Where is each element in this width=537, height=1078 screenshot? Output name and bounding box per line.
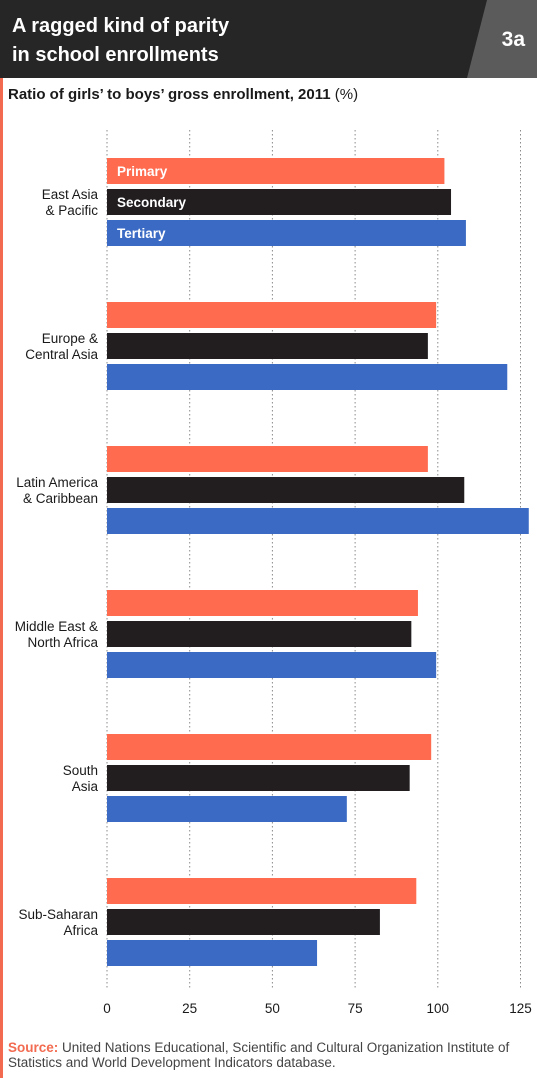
bar-tertiary xyxy=(107,940,318,966)
bar-tertiary xyxy=(107,508,529,534)
bar-primary xyxy=(107,590,418,616)
x-tick-label: 100 xyxy=(427,1001,450,1016)
source-text: United Nations Educational, Scientific a… xyxy=(8,1040,510,1070)
bar-chart: 0 25 50 75 100 125 East Asia & Pacific Primary Se… xyxy=(15,130,532,1016)
bar-primary xyxy=(107,302,437,328)
bar-secondary xyxy=(107,621,412,647)
header-bar: A ragged kind of parity in school enroll… xyxy=(0,0,537,78)
x-tick-label: 50 xyxy=(265,1001,280,1016)
bar-primary xyxy=(107,158,445,184)
chart-subtitle: Ratio of girls’ to boys’ gross enrollmen… xyxy=(8,86,358,103)
bar-secondary xyxy=(107,477,465,503)
bar-tertiary xyxy=(107,652,437,678)
subtitle-unit: (%) xyxy=(334,86,359,103)
legend-label-tertiary: Tertiary xyxy=(117,226,166,241)
bar-primary xyxy=(107,878,417,904)
x-tick-label: 75 xyxy=(348,1001,363,1016)
bar-secondary xyxy=(107,765,410,791)
legend-label-primary: Primary xyxy=(117,164,168,179)
category-label: East Asia & Pacific xyxy=(42,187,99,218)
category-label: Sub-Saharan Africa xyxy=(18,907,98,938)
chart-title: A ragged kind of parity in school enroll… xyxy=(12,15,230,66)
bar-secondary xyxy=(107,333,428,359)
source-note: Source: United Nations Educational, Scie… xyxy=(8,1040,533,1070)
x-tick-label: 0 xyxy=(103,1001,111,1016)
source-label: Source: xyxy=(8,1040,59,1055)
x-tick-label: 125 xyxy=(509,1001,532,1016)
category-label: Latin America & Caribbean xyxy=(16,475,98,506)
x-tick-label: 25 xyxy=(182,1001,197,1016)
category-label: Middle East & North Africa xyxy=(15,619,99,650)
figure-number: 3a xyxy=(501,28,525,51)
bar-secondary xyxy=(107,189,452,215)
category-label: South Asia xyxy=(63,763,99,794)
subtitle-text: Ratio of girls’ to boys’ gross enrollmen… xyxy=(8,86,331,103)
legend-label-secondary: Secondary xyxy=(117,195,187,210)
bar-tertiary xyxy=(107,220,466,246)
bar-primary xyxy=(107,734,432,760)
bar-secondary xyxy=(107,909,380,935)
category-label: Europe & Central Asia xyxy=(25,331,98,362)
bar-tertiary xyxy=(107,364,508,390)
bar-tertiary xyxy=(107,796,347,822)
bar-primary xyxy=(107,446,428,472)
